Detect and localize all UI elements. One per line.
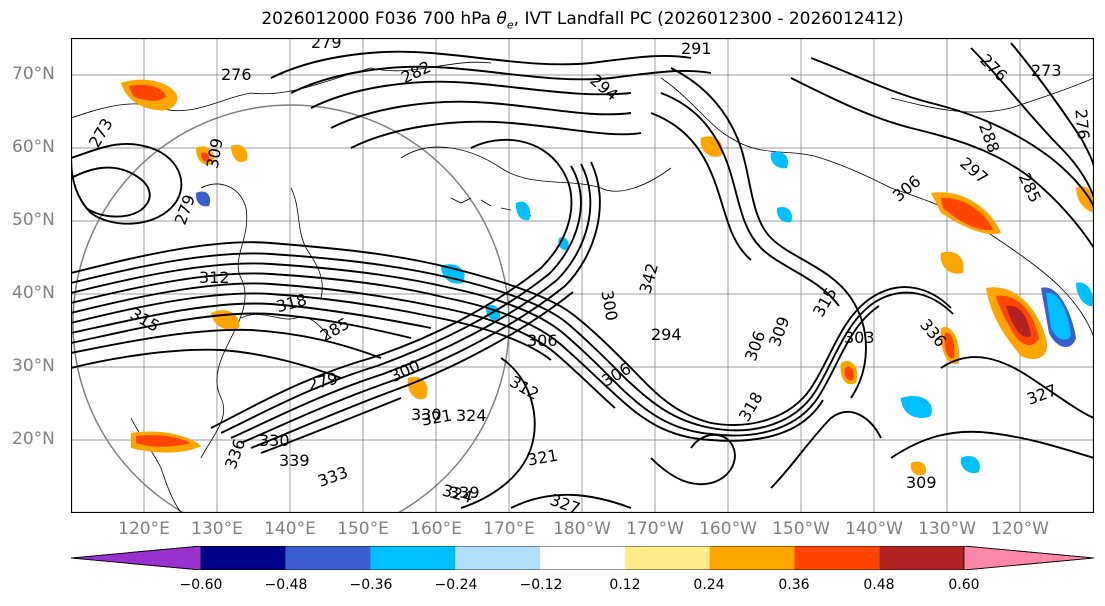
lon-label-150e: 150°E bbox=[337, 519, 389, 539]
contour-label: 294 bbox=[651, 325, 682, 344]
lon-label-160w: 160°W bbox=[699, 519, 757, 539]
lat-label-70n: 70°N bbox=[12, 64, 55, 84]
contour-label: 276 bbox=[1071, 108, 1093, 140]
contour-label: 312 bbox=[199, 268, 230, 287]
colorbar-extend-high bbox=[963, 546, 1094, 570]
lon-label-160e: 160°E bbox=[410, 519, 462, 539]
colorbar-tick: 0.36 bbox=[778, 577, 810, 593]
colorbar-cell bbox=[624, 546, 710, 570]
colorbar-cell bbox=[879, 546, 964, 570]
lon-label-180w: 180°W bbox=[553, 519, 611, 539]
contour-label: 339 bbox=[449, 483, 480, 502]
lat-label-20n: 20°N bbox=[12, 429, 55, 449]
colorbar-cell bbox=[794, 546, 880, 570]
contour-label: 273 bbox=[1031, 61, 1062, 80]
colorbar-cell bbox=[370, 546, 456, 570]
colorbar-tick: 0.24 bbox=[693, 577, 725, 593]
colorbar-tick: 0.48 bbox=[863, 577, 895, 593]
contour-label: 330 bbox=[259, 431, 290, 450]
contour-label: 291 bbox=[681, 39, 712, 58]
lon-label-170e: 170°E bbox=[483, 519, 535, 539]
colorbar-cell bbox=[709, 546, 795, 570]
lon-label-140e: 140°E bbox=[264, 519, 316, 539]
contour-label: 303 bbox=[844, 328, 875, 347]
title-theta: θ bbox=[496, 9, 507, 29]
contour-label: 276 bbox=[221, 65, 252, 84]
colorbar-tick: −0.24 bbox=[434, 577, 478, 593]
colorbar-tick: −0.12 bbox=[519, 577, 563, 593]
lon-label-130w: 130°W bbox=[918, 519, 976, 539]
colorbar-cell bbox=[540, 546, 625, 570]
colorbar-tick: 0.60 bbox=[948, 577, 980, 593]
lat-label-50n: 50°N bbox=[12, 210, 55, 230]
contour-label: 339 bbox=[279, 451, 310, 470]
colorbar-cell bbox=[201, 546, 286, 570]
contour-label: 309 bbox=[906, 473, 937, 492]
shaded-fields bbox=[121, 79, 1094, 476]
lat-label-40n: 40°N bbox=[12, 283, 55, 303]
colorbar-tick: −0.60 bbox=[179, 577, 223, 593]
title-theta-subscript: e bbox=[506, 18, 514, 32]
lat-label-60n: 60°N bbox=[12, 137, 55, 157]
lat-label-30n: 30°N bbox=[12, 356, 55, 376]
chart-title: 2026012000 F036 700 hPa θe, IVT Landfall… bbox=[0, 9, 1105, 31]
colorbar-tick: −0.48 bbox=[264, 577, 308, 593]
map-panel: 279 276 282 294 291 276 273 273 288 276 … bbox=[71, 38, 1094, 513]
lon-label-170w: 170°W bbox=[626, 519, 684, 539]
colorbar-extend-low bbox=[71, 546, 202, 570]
lon-label-130e: 130°E bbox=[191, 519, 243, 539]
title-suffix: , IVT Landfall PC (2026012300 - 20260124… bbox=[513, 9, 904, 29]
colorbar-cell bbox=[285, 546, 371, 570]
contour-label: 306 bbox=[527, 331, 558, 350]
theta-e-contours bbox=[71, 42, 1094, 509]
contour-label: 279 bbox=[311, 38, 342, 52]
colorbar bbox=[71, 546, 1094, 570]
lon-label-120e: 120°E bbox=[118, 519, 170, 539]
contour-label: 324 bbox=[456, 406, 487, 425]
lon-label-120w: 120°W bbox=[991, 519, 1049, 539]
contour-label: 330 bbox=[411, 405, 442, 424]
colorbar-tick: 0.12 bbox=[609, 577, 641, 593]
title-prefix: 2026012000 F036 700 hPa bbox=[261, 9, 497, 29]
lon-label-140w: 140°W bbox=[845, 519, 903, 539]
colorbar-cell bbox=[455, 546, 541, 570]
colorbar-tick: −0.36 bbox=[349, 577, 393, 593]
lon-label-150w: 150°W bbox=[772, 519, 830, 539]
